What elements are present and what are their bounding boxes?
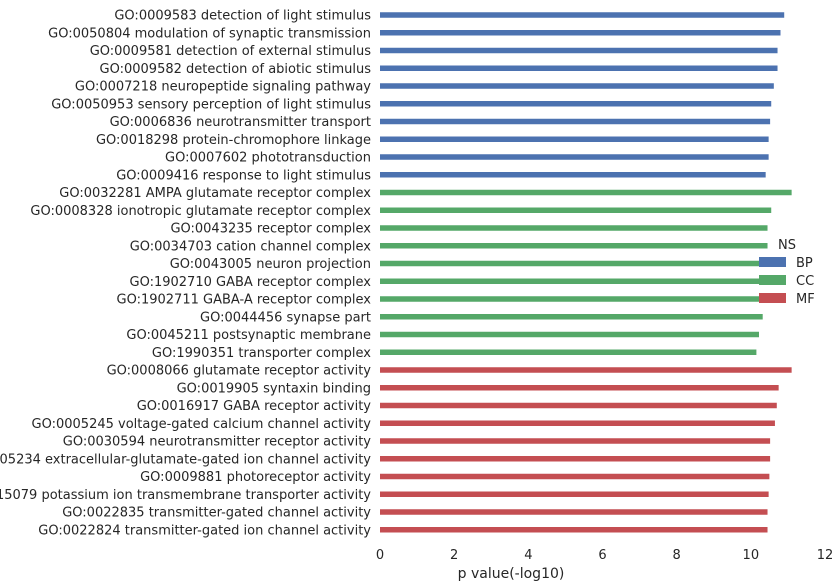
bar-cc-1 xyxy=(380,189,792,196)
bar-bp-6 xyxy=(380,101,772,107)
bar-bp-3 xyxy=(380,47,778,54)
bar-cc-7 xyxy=(380,296,764,302)
legend-swatch-cc xyxy=(759,275,786,285)
bar-mf-1 xyxy=(380,367,792,373)
category-label: GO:0045211 postsynaptic membrane xyxy=(126,328,371,343)
category-label: GO:0030594 neurotransmitter receptor act… xyxy=(63,435,372,450)
x-tick-label: 4 xyxy=(524,548,532,563)
category-label: GO:0009581 detection of external stimulu… xyxy=(90,44,372,59)
category-label: GO:0032281 AMPA glutamate receptor compl… xyxy=(59,186,371,201)
x-tick-label: 8 xyxy=(673,548,681,563)
legend-label-mf: MF xyxy=(796,292,815,307)
bar-cc-9 xyxy=(380,331,759,338)
bar-mf-5 xyxy=(380,438,771,444)
category-label: GO:1990351 transporter complex xyxy=(152,346,371,361)
category-label: GO:0006836 neurotransmitter transport xyxy=(110,115,371,130)
bar-mf-10 xyxy=(380,527,768,533)
category-label: GO:0050804 modulation of synaptic transm… xyxy=(48,26,371,41)
category-label: GO:1902710 GABA receptor complex xyxy=(130,275,372,290)
legend-label-bp: BP xyxy=(796,256,813,271)
category-label: GO:0008328 ionotropic glutamate receptor… xyxy=(30,204,371,219)
x-tick-label: 2 xyxy=(450,548,458,563)
category-label: GO:0005245 voltage-gated calcium channel… xyxy=(32,417,372,432)
bar-bp-8 xyxy=(380,136,769,142)
category-label: GO:0043005 neuron projection xyxy=(170,257,371,272)
bar-cc-8 xyxy=(380,314,763,320)
bar-mf-3 xyxy=(380,402,777,409)
x-axis-ticks: 0 2 4 6 8 10 12 xyxy=(376,548,833,563)
bar-cc-2 xyxy=(380,207,772,213)
legend-swatch-mf xyxy=(759,293,786,303)
x-tick-label: 0 xyxy=(376,548,384,563)
category-label: GO:0009881 photoreceptor activity xyxy=(140,470,371,485)
bar-mf-4 xyxy=(380,420,775,426)
bars-layer xyxy=(380,12,792,533)
category-labels: GO:0009583 detection of light stimulus GO… xyxy=(0,9,371,539)
category-label: GO:0022824 transmitter-gated ion channel… xyxy=(38,523,371,538)
category-label: GO:0018298 protein-chromophore linkage xyxy=(96,133,371,148)
x-tick-label: 12 xyxy=(817,548,834,563)
category-label: GO:0050953 sensory perception of light s… xyxy=(51,97,371,112)
category-label: GO:0007218 neuropeptide signaling pathwa… xyxy=(75,80,371,95)
bar-mf-8 xyxy=(380,491,769,497)
x-tick-label: 10 xyxy=(743,548,760,563)
category-label: GO:0009416 response to light stimulus xyxy=(116,168,371,183)
category-label: GO:0007602 phototransduction xyxy=(165,151,371,166)
category-label: GO:0016917 GABA receptor activity xyxy=(137,399,372,414)
bar-bp-5 xyxy=(380,83,774,89)
category-label: GO:0009583 detection of light stimulus xyxy=(114,9,371,24)
category-label: GO:0019905 syntaxin binding xyxy=(177,381,371,396)
bar-mf-9 xyxy=(380,509,768,515)
category-label: GO:0044456 synapse part xyxy=(200,310,371,325)
bar-bp-10 xyxy=(380,172,766,178)
category-label: GO:0022835 transmitter-gated channel act… xyxy=(62,506,371,521)
legend: NS BP CC MF xyxy=(759,238,815,307)
bar-cc-4 xyxy=(380,243,768,249)
bar-mf-2 xyxy=(380,385,779,391)
bar-bp-2 xyxy=(380,30,781,36)
bar-cc-10 xyxy=(380,349,757,355)
category-label: GO:0005234 extracellular-glutamate-gated… xyxy=(0,452,371,467)
bar-cc-6 xyxy=(380,278,764,284)
category-label: GO:0043235 receptor complex xyxy=(170,222,371,237)
x-axis-label: p value(-log10) xyxy=(458,566,565,582)
x-tick-label: 6 xyxy=(598,548,606,563)
bar-mf-6 xyxy=(380,456,771,462)
legend-swatch-bp xyxy=(759,257,786,267)
bar-bp-9 xyxy=(380,154,769,160)
category-label: GO:0009582 detection of abiotic stimulus xyxy=(100,62,372,77)
bar-bp-1 xyxy=(380,12,785,18)
category-label: GO:0008066 glutamate receptor activity xyxy=(107,364,372,379)
bar-cc-3 xyxy=(380,225,768,231)
bar-bp-7 xyxy=(380,118,771,125)
legend-label-cc: CC xyxy=(796,274,814,289)
bar-mf-7 xyxy=(380,473,770,480)
category-label: GO:0015079 potassium ion transmembrane t… xyxy=(0,488,371,503)
category-label: GO:0034703 cation channel complex xyxy=(130,239,372,254)
bar-bp-4 xyxy=(380,65,778,71)
bar-cc-5 xyxy=(380,260,765,267)
category-label: GO:1902711 GABA-A receptor complex xyxy=(117,293,372,308)
legend-title: NS xyxy=(778,238,796,253)
